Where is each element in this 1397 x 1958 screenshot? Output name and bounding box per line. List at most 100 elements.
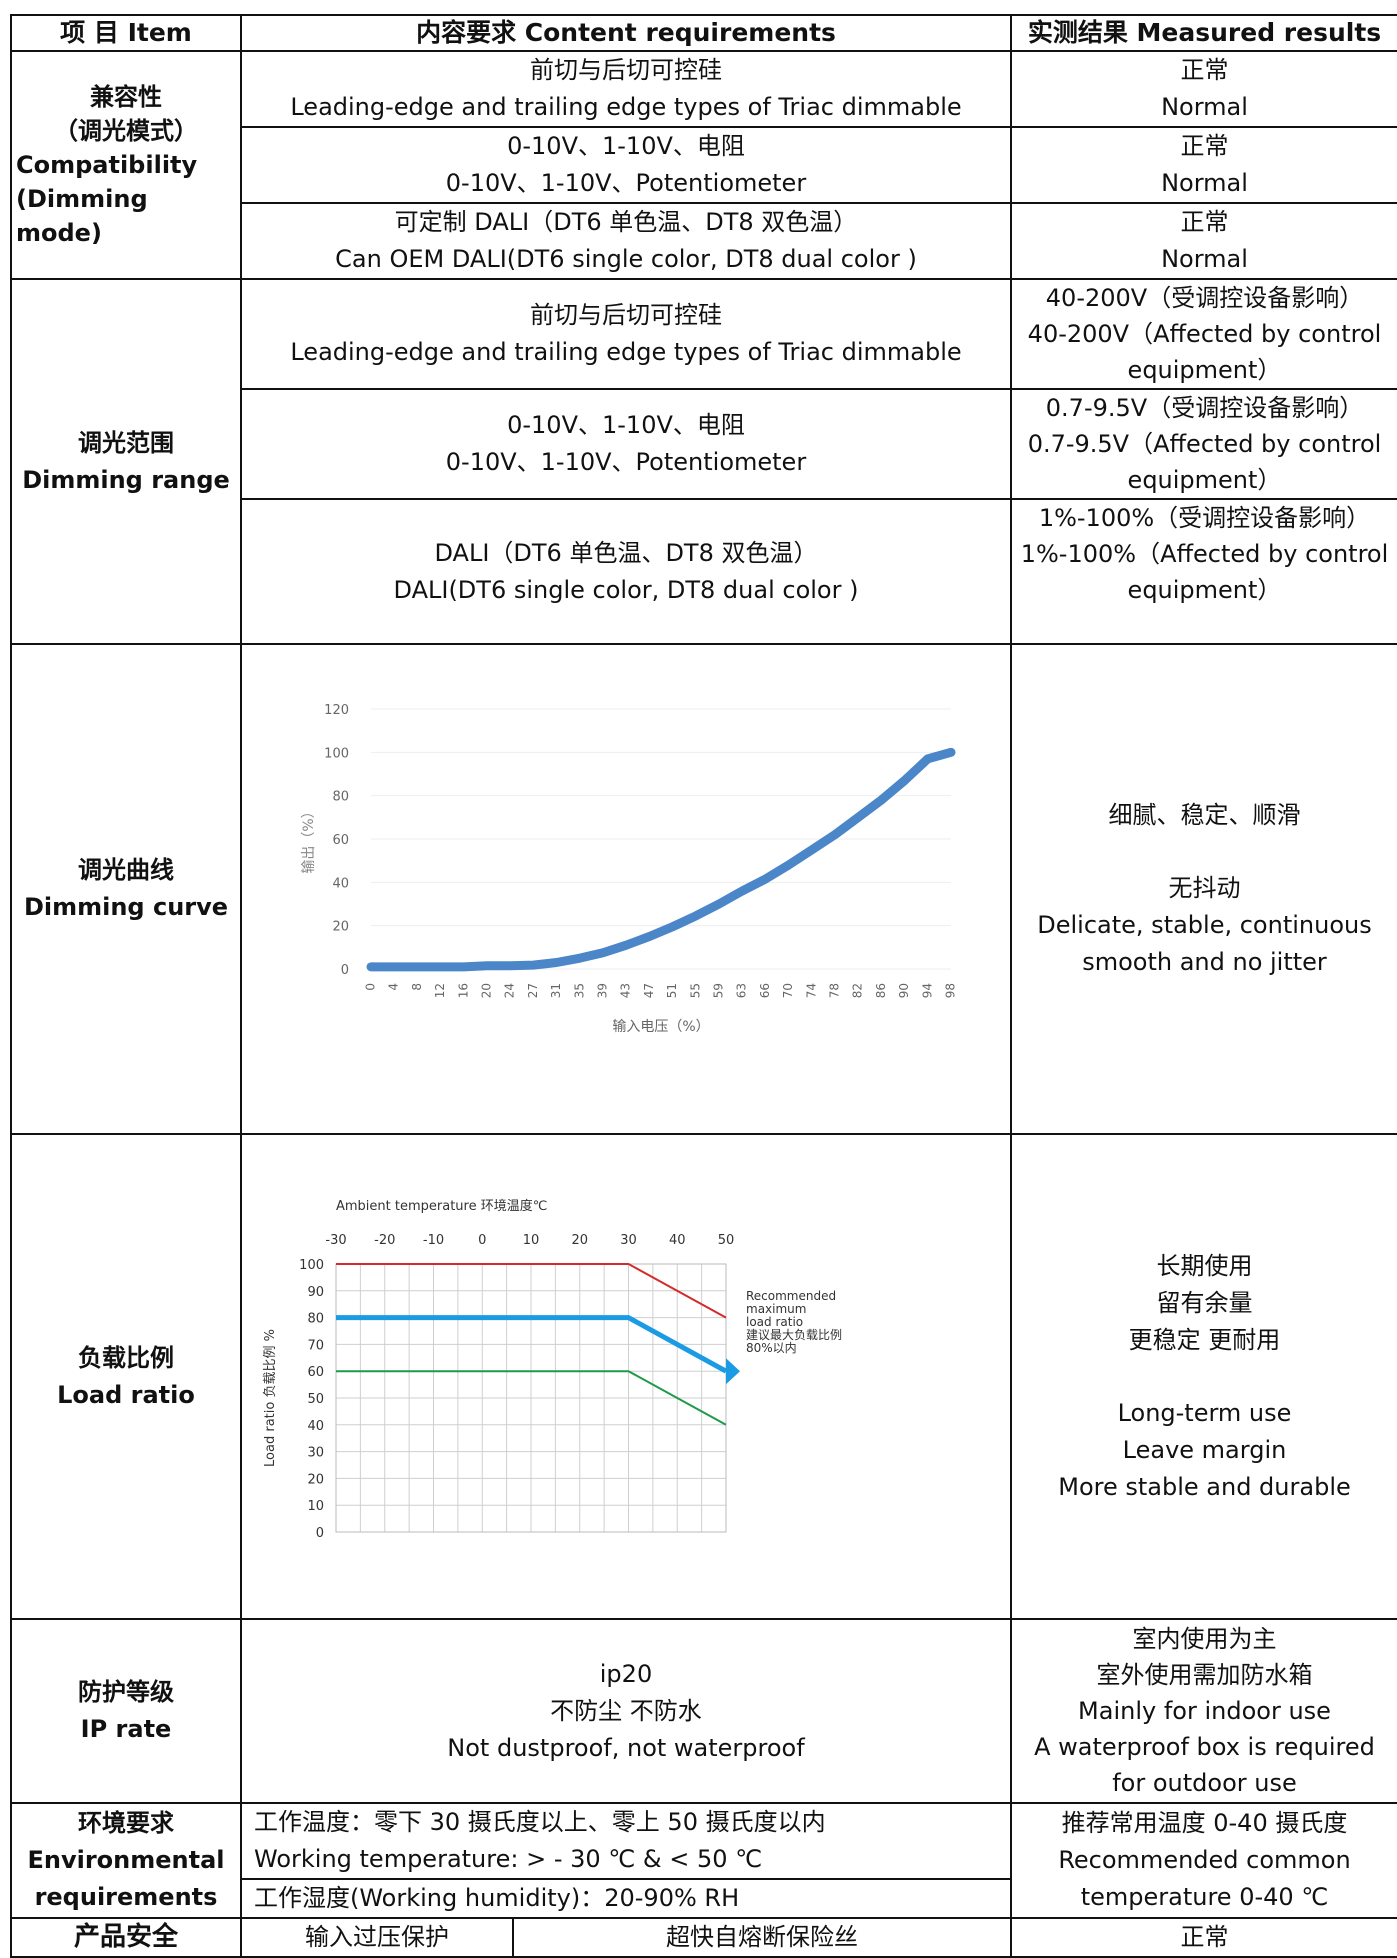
y-axis-label: 输出（%） xyxy=(301,804,317,873)
env-humidity: 工作湿度(Working humidity)：20-90% RH xyxy=(240,1878,1012,1919)
env-row-2: 工作湿度(Working humidity)：20-90% RH xyxy=(11,1878,1397,1919)
x-tick-label: 47 xyxy=(642,983,656,998)
y-tick-label: 80 xyxy=(332,790,349,805)
compat-result-3: 正常 Normal xyxy=(1010,202,1397,280)
chart-title: Ambient temperature 环境温度℃ xyxy=(336,1198,547,1214)
ip-row: 防护等级 IP rate ip20 不防尘 不防水 Not dustproof,… xyxy=(10,1618,1397,1804)
spec-table: 项 目 Item 内容要求 Content requirements 实测结果 … xyxy=(10,14,1397,1958)
range-content-3: DALI（DT6 单色温、DT8 双色温） DALI(DT6 single co… xyxy=(240,498,1012,645)
x-tick-label: 8 xyxy=(410,983,424,991)
annotation-line: 80%以内 xyxy=(746,1341,797,1355)
x-tick-label: 0 xyxy=(364,983,378,991)
compat-content-3: 可定制 DALI（DT6 单色温、DT8 双色温） Can OEM DALI(D… xyxy=(240,202,1012,280)
y-tick-label: 120 xyxy=(324,703,349,718)
y-tick-label: 0 xyxy=(316,1526,324,1541)
safety-content-a: 输入过压保护 xyxy=(243,1920,514,1955)
x-tick-label: 94 xyxy=(920,983,934,998)
x-tick-label: 20 xyxy=(571,1233,588,1248)
x-tick-label: 98 xyxy=(944,983,958,998)
x-tick-label: 82 xyxy=(851,983,865,998)
load-series-line xyxy=(336,1369,727,1426)
x-axis-label: 输入电压（%） xyxy=(612,1019,709,1035)
y-tick-label: 100 xyxy=(324,746,349,761)
range-row-3: DALI（DT6 单色温、DT8 双色温） DALI(DT6 single co… xyxy=(11,498,1397,645)
y-tick-label: 20 xyxy=(332,920,349,935)
load-ratio-chart: Ambient temperature 环境温度℃ -30 -20 -10 0 10 20 3… xyxy=(263,1198,842,1541)
x-tick-label: 70 xyxy=(781,983,795,998)
dimming-curve-chart-cell: 0 20 40 60 80 100 120 0 4 8 12 16 20 24 27 31 35 39 43 47 51… xyxy=(240,643,1012,1135)
compat-row-1: 兼容性 （调光模式） Compatibility (Dimming mode) … xyxy=(10,50,1397,280)
load-row: 负载比例 Load ratio Ambient temperature 环境温度… xyxy=(10,1133,1397,1620)
x-tick-label: 24 xyxy=(503,983,517,998)
x-tick-label: 12 xyxy=(433,983,447,998)
range-content-2: 0-10V、1-10V、电阻 0-10V、1-10V、Potentiometer xyxy=(240,388,1012,500)
x-tick-label: 30 xyxy=(620,1233,637,1248)
load-result: 长期使用 留有余量 更稳定 更耐用 Long-term use Leave ma… xyxy=(1010,1133,1397,1620)
annotation-line: 建议最大负载比例 xyxy=(746,1328,842,1342)
curve-label: 调光曲线 Dimming curve xyxy=(10,643,242,1135)
range-content-1: 前切与后切可控硅 Leading-edge and trailing edge … xyxy=(240,278,1012,390)
x-tick-label: 90 xyxy=(897,983,911,998)
x-tick-label: 27 xyxy=(526,983,540,998)
x-tick-label: 40 xyxy=(669,1233,686,1248)
dimming-curve-chart: 0 20 40 60 80 100 120 0 4 8 12 16 20 24 27 31 35 39 43 47 51… xyxy=(301,703,958,1035)
y-tick-label: 40 xyxy=(307,1418,324,1433)
env-result: 推荐常用温度 0-40 摄氏度 Recommended common tempe… xyxy=(1010,1802,1397,1919)
x-tick-label: 43 xyxy=(619,983,633,998)
x-tick-label: 51 xyxy=(665,983,679,998)
load-series-line xyxy=(336,1314,728,1373)
x-tick-label: 31 xyxy=(549,983,563,998)
ip-result: 室内使用为主 室外使用需加防水箱 Mainly for indoor use A… xyxy=(1010,1618,1397,1804)
x-tick-label: 4 xyxy=(387,983,401,991)
y-tick-label: 70 xyxy=(307,1338,324,1353)
y-tick-label: 30 xyxy=(307,1445,324,1460)
compat-row-3: 可定制 DALI（DT6 单色温、DT8 双色温） Can OEM DALI(D… xyxy=(11,202,1397,280)
x-tick-label: 50 xyxy=(718,1233,735,1248)
y-tick-label: 60 xyxy=(332,833,349,848)
safety-content-b: 超快自熔断保险丝 xyxy=(666,1923,858,1951)
y-tick-label: 90 xyxy=(307,1284,324,1299)
annotation-line: load ratio xyxy=(746,1315,803,1329)
safety-label: 产品安全 xyxy=(10,1917,242,1958)
x-tick-label: 55 xyxy=(688,983,702,998)
range-result-1: 40-200V（受调控设备影响） 40-200V（Affected by con… xyxy=(1010,278,1397,390)
range-result-2: 0.7-9.5V（受调控设备影响） 0.7-9.5V（Affected by c… xyxy=(1010,388,1397,500)
header-content: 内容要求 Content requirements xyxy=(240,14,1012,52)
x-tick-label: -20 xyxy=(374,1233,395,1248)
y-tick-label: 50 xyxy=(307,1392,324,1407)
load-label: 负载比例 Load ratio xyxy=(10,1133,242,1620)
x-tick-label: 20 xyxy=(480,983,494,998)
x-tick-label: 63 xyxy=(735,983,749,998)
arrow-head xyxy=(726,1357,740,1384)
compat-row-2: 0-10V、1-10V、电阻 0-10V、1-10V、Potentiometer… xyxy=(11,126,1397,204)
load-ratio-chart-cell: Ambient temperature 环境温度℃ -30 -20 -10 0 10 20 3… xyxy=(240,1133,1012,1620)
range-row-2: 0-10V、1-10V、电阻 0-10V、1-10V、Potentiometer… xyxy=(11,388,1397,500)
x-tick-label: 10 xyxy=(523,1233,540,1248)
ip-content: ip20 不防尘 不防水 Not dustproof, not waterpro… xyxy=(240,1618,1012,1804)
header-row: 项 目 Item 内容要求 Content requirements 实测结果 … xyxy=(10,14,1397,52)
x-tick-label: 0 xyxy=(478,1233,486,1248)
safety-result: 正常 xyxy=(1010,1917,1397,1958)
x-tick-label: 39 xyxy=(596,983,610,998)
x-tick-label: -10 xyxy=(423,1233,444,1248)
header-result: 实测结果 Measured results xyxy=(1010,14,1397,52)
annotation-line: Recommended xyxy=(746,1289,836,1303)
compat-content-2: 0-10V、1-10V、电阻 0-10V、1-10V、Potentiometer xyxy=(240,126,1012,204)
curve-row: 调光曲线 Dimming curve 0 20 40 60 80 100 120 0 4 8 12 1… xyxy=(10,643,1397,1135)
x-tick-label: 59 xyxy=(712,983,726,998)
y-tick-label: 40 xyxy=(332,876,349,891)
env-row-1: 环境要求 Environmental requirements 工作温度：零下 … xyxy=(10,1802,1397,1919)
x-tick-label: -30 xyxy=(325,1233,346,1248)
y-tick-label: 10 xyxy=(307,1499,324,1514)
y-tick-label: 0 xyxy=(341,963,349,978)
x-tick-label: 35 xyxy=(572,983,586,998)
y-tick-label: 100 xyxy=(299,1258,324,1273)
env-label: 环境要求 Environmental requirements xyxy=(10,1802,242,1919)
curve-result: 细腻、稳定、顺滑 无抖动 Delicate, stable, continuou… xyxy=(1010,643,1397,1135)
x-tick-label: 16 xyxy=(456,983,470,998)
compat-label: 兼容性 （调光模式） Compatibility (Dimming mode) xyxy=(10,50,242,280)
x-tick-label: 74 xyxy=(804,983,818,998)
compat-result-2: 正常 Normal xyxy=(1010,126,1397,204)
compat-content-1: 前切与后切可控硅 Leading-edge and trailing edge … xyxy=(240,50,1012,128)
x-tick-label: 78 xyxy=(828,983,842,998)
